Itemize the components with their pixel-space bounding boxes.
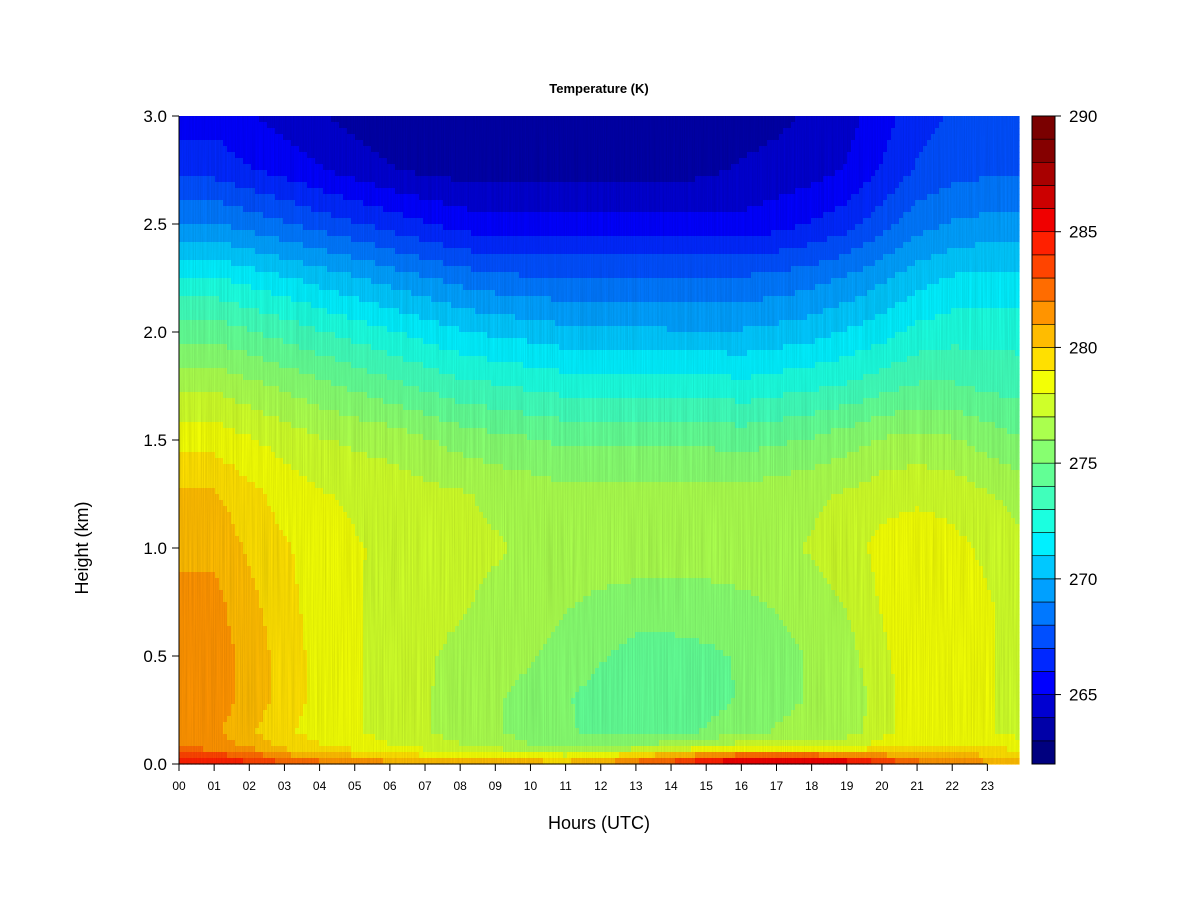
chart-title: Temperature (K) <box>549 81 648 96</box>
